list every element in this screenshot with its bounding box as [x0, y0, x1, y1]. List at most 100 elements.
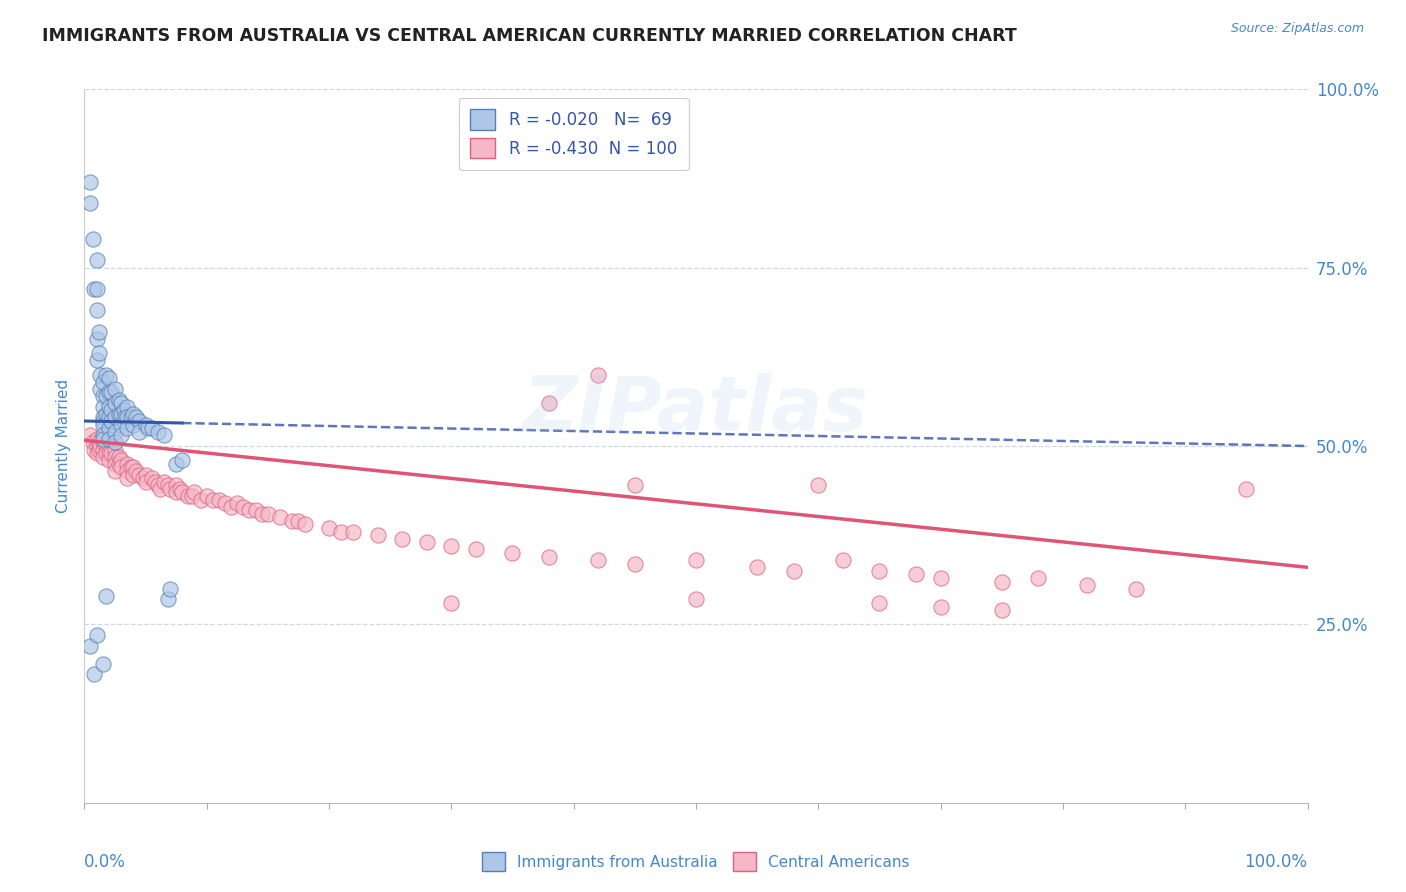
Point [159, 482, 181, 496]
Point [464, 542, 486, 557]
Point [238, 503, 260, 517]
Point [905, 567, 928, 582]
Point [287, 514, 309, 528]
Point [107, 450, 129, 464]
Legend: Immigrants from Australia, Central Americans: Immigrants from Australia, Central Ameri… [477, 847, 915, 877]
Point [146, 478, 169, 492]
Point [107, 457, 129, 471]
Point [83, 667, 105, 681]
Point [87, 435, 110, 450]
Point [1076, 578, 1098, 592]
Point [120, 460, 142, 475]
Point [165, 478, 187, 492]
Point [586, 553, 609, 567]
Text: Source: ZipAtlas.com: Source: ZipAtlas.com [1230, 22, 1364, 36]
Point [502, 546, 524, 560]
Point [110, 428, 132, 442]
Point [330, 524, 353, 539]
Point [135, 417, 157, 432]
Point [86, 439, 108, 453]
Point [110, 460, 132, 475]
Point [128, 425, 150, 439]
Point [342, 524, 364, 539]
Point [115, 464, 138, 478]
Point [104, 450, 127, 464]
Point [156, 478, 179, 492]
Point [110, 453, 132, 467]
Point [86, 628, 108, 642]
Point [685, 592, 707, 607]
Point [122, 407, 145, 421]
Point [122, 467, 145, 482]
Point [96, 439, 118, 453]
Point [91, 428, 114, 442]
Point [86, 303, 108, 318]
Point [190, 492, 212, 507]
Point [219, 500, 242, 514]
Point [132, 471, 155, 485]
Point [82, 232, 104, 246]
Point [538, 396, 561, 410]
Point [115, 410, 138, 425]
Point [122, 417, 145, 432]
Point [115, 457, 138, 471]
Point [367, 528, 389, 542]
Point [91, 442, 114, 457]
Point [281, 514, 304, 528]
Point [86, 446, 108, 460]
Point [153, 475, 176, 489]
Point [869, 564, 891, 578]
Point [91, 375, 114, 389]
Point [226, 496, 249, 510]
Point [79, 196, 101, 211]
Point [86, 253, 108, 268]
Point [141, 471, 163, 485]
Point [807, 478, 830, 492]
Point [143, 475, 166, 489]
Point [97, 421, 120, 435]
Point [172, 453, 194, 467]
Point [172, 485, 194, 500]
Point [624, 478, 647, 492]
Point [97, 432, 120, 446]
Point [112, 403, 135, 417]
Point [318, 521, 340, 535]
Point [1125, 582, 1147, 596]
Point [201, 492, 224, 507]
Point [104, 435, 127, 450]
Point [91, 410, 114, 425]
Point [257, 507, 280, 521]
Y-axis label: Currently Married: Currently Married [56, 379, 72, 513]
Point [91, 657, 114, 671]
Point [110, 396, 132, 410]
Point [91, 450, 114, 464]
Point [96, 589, 118, 603]
Point [97, 400, 120, 414]
Text: ZIPatlas: ZIPatlas [523, 374, 869, 447]
Point [149, 482, 172, 496]
Point [114, 410, 136, 425]
Point [79, 639, 101, 653]
Point [91, 389, 114, 403]
Point [97, 453, 120, 467]
Point [91, 432, 114, 446]
Point [538, 549, 561, 564]
Point [294, 517, 316, 532]
Point [135, 475, 157, 489]
Point [135, 467, 157, 482]
Point [929, 571, 952, 585]
Point [125, 410, 148, 425]
Point [104, 382, 127, 396]
Point [391, 532, 413, 546]
Point [991, 603, 1014, 617]
Point [685, 553, 707, 567]
Point [104, 410, 127, 425]
Point [165, 457, 187, 471]
Point [97, 439, 120, 453]
Point [97, 385, 120, 400]
Point [89, 439, 111, 453]
Point [110, 407, 132, 421]
Point [125, 464, 148, 478]
Point [245, 503, 267, 517]
Point [110, 417, 132, 432]
